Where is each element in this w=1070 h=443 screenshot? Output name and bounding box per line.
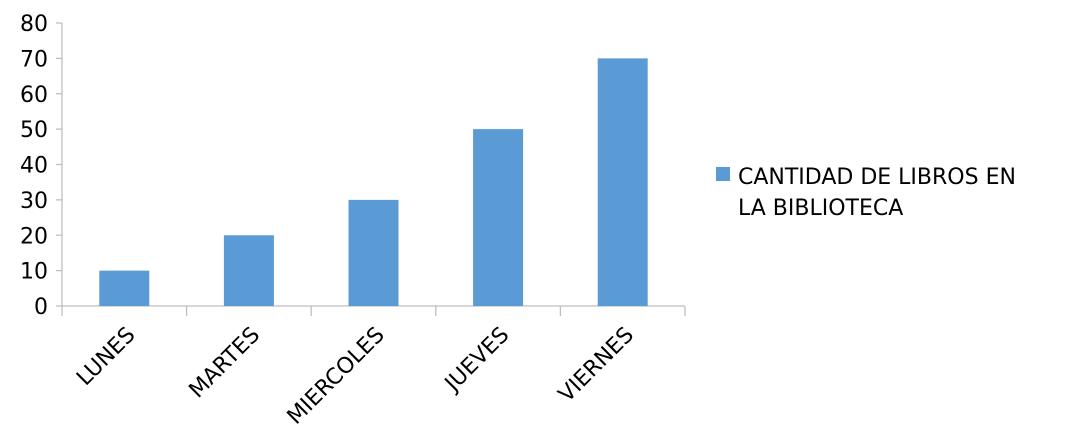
x-tick-label: MIERCOLES — [283, 323, 390, 430]
x-axis: LUNES MARTES MIERCOLES JUEVES VIERNES — [61, 305, 686, 430]
x-tick-label: LUNES — [72, 323, 140, 391]
bar — [597, 58, 648, 306]
x-tick-label: JUEVES — [439, 323, 514, 398]
bar-series — [99, 58, 648, 306]
y-tick-label: 40 — [20, 154, 48, 179]
y-tick-label: 80 — [20, 12, 48, 37]
y-tick-label: 20 — [20, 224, 48, 249]
y-tick-label: 70 — [20, 47, 48, 72]
x-tick-label: VIERNES — [554, 323, 639, 408]
legend-label-line-2: LA BIBLIOTECA — [738, 196, 903, 221]
bar — [99, 270, 150, 306]
y-tick-label: 60 — [20, 83, 48, 108]
bar — [473, 129, 524, 306]
y-tick-label: 10 — [20, 260, 48, 285]
y-tick-label: 0 — [34, 295, 48, 320]
bar — [223, 235, 274, 306]
y-tick-label: 30 — [20, 189, 48, 214]
legend: CANTIDAD DE LIBROS EN LA BIBLIOTECA — [716, 165, 1016, 221]
legend-swatch — [716, 167, 730, 181]
bar — [348, 199, 399, 306]
x-tick-label: MARTES — [185, 323, 266, 404]
y-axis: 0 10 20 30 40 50 60 70 80 — [20, 12, 63, 320]
y-tick-label: 50 — [20, 118, 48, 143]
legend-label-line-1: CANTIDAD DE LIBROS EN — [738, 165, 1016, 190]
